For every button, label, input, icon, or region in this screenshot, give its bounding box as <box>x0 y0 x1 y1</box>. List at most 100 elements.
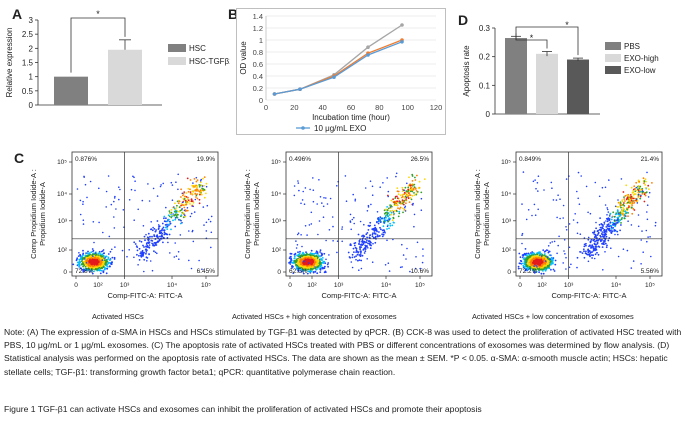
data-point <box>607 211 610 213</box>
data-point <box>297 182 300 184</box>
data-point <box>523 262 526 265</box>
data-point <box>205 182 208 185</box>
data-point <box>596 242 599 245</box>
scatter-points <box>517 171 657 275</box>
data-point <box>100 267 103 270</box>
data-point <box>367 242 369 245</box>
data-point <box>420 209 423 211</box>
data-point <box>196 186 198 189</box>
data-point <box>624 200 626 202</box>
data-point <box>630 202 633 205</box>
data-point <box>627 206 630 209</box>
data-point <box>316 272 319 275</box>
data-point <box>531 251 534 253</box>
data-point <box>415 190 418 192</box>
x-tick-label: 80 <box>375 103 383 112</box>
data-point <box>306 255 308 258</box>
y-tick-label: 10³ <box>502 218 512 225</box>
data-point <box>643 200 646 203</box>
data-point <box>549 242 552 244</box>
data-point <box>542 249 545 251</box>
data-point <box>173 206 175 208</box>
data-point <box>423 178 426 180</box>
data-point <box>610 218 613 221</box>
data-point <box>174 242 176 244</box>
data-point <box>180 214 183 216</box>
data-point <box>603 241 606 243</box>
data-point <box>540 253 543 255</box>
data-point <box>420 191 423 194</box>
data-point <box>533 203 536 206</box>
data-point <box>295 265 298 268</box>
data-point <box>634 193 637 195</box>
data-point <box>102 263 105 266</box>
data-point <box>80 263 83 266</box>
data-point <box>416 191 419 193</box>
data-point <box>389 222 391 225</box>
data-point <box>148 253 150 255</box>
data-point <box>530 252 532 254</box>
data-point <box>616 230 619 233</box>
data-point <box>639 197 642 200</box>
data-point <box>152 226 154 229</box>
data-point <box>358 259 361 261</box>
data-point <box>75 259 78 262</box>
data-point <box>111 256 114 259</box>
data-point <box>107 262 110 265</box>
data-point <box>630 195 633 198</box>
data-point <box>384 232 386 234</box>
data-point <box>597 232 600 235</box>
data-point <box>622 248 625 250</box>
data-point <box>619 214 622 216</box>
data-point <box>562 262 564 264</box>
data-point <box>145 252 147 255</box>
data-point <box>192 205 194 208</box>
x-tick-label: 60 <box>347 103 355 112</box>
data-point <box>553 270 556 272</box>
data-point <box>518 252 521 255</box>
data-point <box>295 264 298 266</box>
data-point <box>360 259 363 262</box>
data-point <box>162 241 164 244</box>
x-tick-label: 10⁵ <box>415 282 425 289</box>
data-point <box>336 185 338 187</box>
data-point <box>301 245 303 248</box>
data-point <box>169 220 171 223</box>
data-point <box>138 259 141 261</box>
data-point <box>605 235 608 238</box>
panel-label-a: A <box>12 6 23 22</box>
data-point <box>166 237 169 239</box>
data-point <box>367 206 370 208</box>
data-point <box>298 87 302 91</box>
data-point <box>552 199 555 201</box>
data-point <box>188 230 190 232</box>
data-point <box>200 190 203 193</box>
data-point <box>157 228 160 230</box>
data-point <box>351 253 354 256</box>
data-point <box>564 253 566 255</box>
data-point <box>291 261 293 264</box>
data-point <box>568 246 571 249</box>
data-point <box>298 255 300 258</box>
data-point <box>302 253 304 255</box>
data-point <box>102 271 105 274</box>
data-point <box>299 259 302 261</box>
data-point <box>550 268 552 271</box>
data-point <box>606 244 608 247</box>
data-point <box>316 252 319 254</box>
data-point <box>581 252 584 254</box>
quadrant-ul: 0.876% <box>75 156 97 163</box>
data-point <box>105 272 108 275</box>
data-point <box>174 202 176 205</box>
y-tick-label: 1 <box>29 73 34 82</box>
data-point <box>210 215 213 218</box>
data-point <box>538 268 541 270</box>
data-point <box>176 213 179 216</box>
legend-swatch <box>605 42 621 50</box>
data-point <box>388 218 391 221</box>
data-point <box>160 229 163 232</box>
data-point <box>415 192 418 195</box>
data-point <box>149 260 152 262</box>
quadrant-ur: 19.9% <box>197 156 216 163</box>
data-point <box>294 253 296 256</box>
